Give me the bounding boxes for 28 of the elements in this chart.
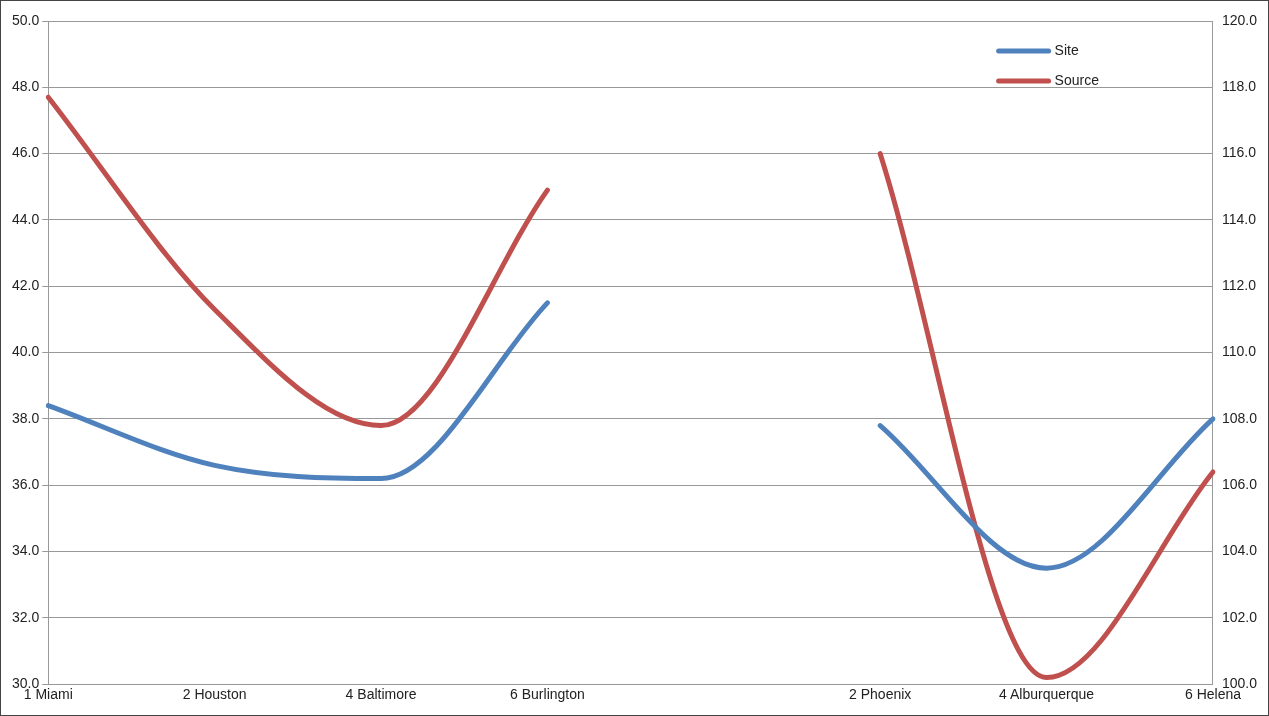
y2-tick-label: 118.0 [1221,78,1257,95]
y2-tick-label: 114.0 [1221,210,1257,227]
y2-tick-label: 100.0 [1221,675,1258,692]
y-tick-label: 44.0 [12,210,40,227]
y2-tick-label: 110.0 [1221,343,1257,360]
y2-tick-label: 116.0 [1221,144,1257,161]
legend-label: Site [1054,41,1079,58]
y-tick-label: 32.0 [12,608,40,625]
y2-tick-label: 120.0 [1221,11,1258,28]
y-tick-label: 42.0 [12,277,40,294]
x-tick-label: 6 Burlington [510,686,585,703]
y2-tick-label: 108.0 [1221,409,1258,426]
x-tick-label: 4 Baltimore [345,686,417,703]
x-tick-label: 4 Alburquerque [999,686,1095,703]
y-tick-label: 38.0 [12,409,40,426]
x-tick-label: 2 Phoenix [849,686,912,703]
y-tick-label: 48.0 [12,78,40,95]
x-tick-label: 2 Houston [182,686,247,703]
y2-tick-label: 106.0 [1221,476,1258,493]
y-tick-label: 50.0 [12,11,40,28]
y2-tick-label: 104.0 [1221,542,1258,559]
y2-tick-label: 112.0 [1221,277,1257,294]
y-tick-label: 36.0 [12,476,40,493]
y-tick-label: 40.0 [12,343,40,360]
y2-tick-label: 102.0 [1221,608,1258,625]
legend-label: Source [1054,71,1100,88]
y-tick-label: 34.0 [12,542,40,559]
y-tick-label: 46.0 [12,144,40,161]
